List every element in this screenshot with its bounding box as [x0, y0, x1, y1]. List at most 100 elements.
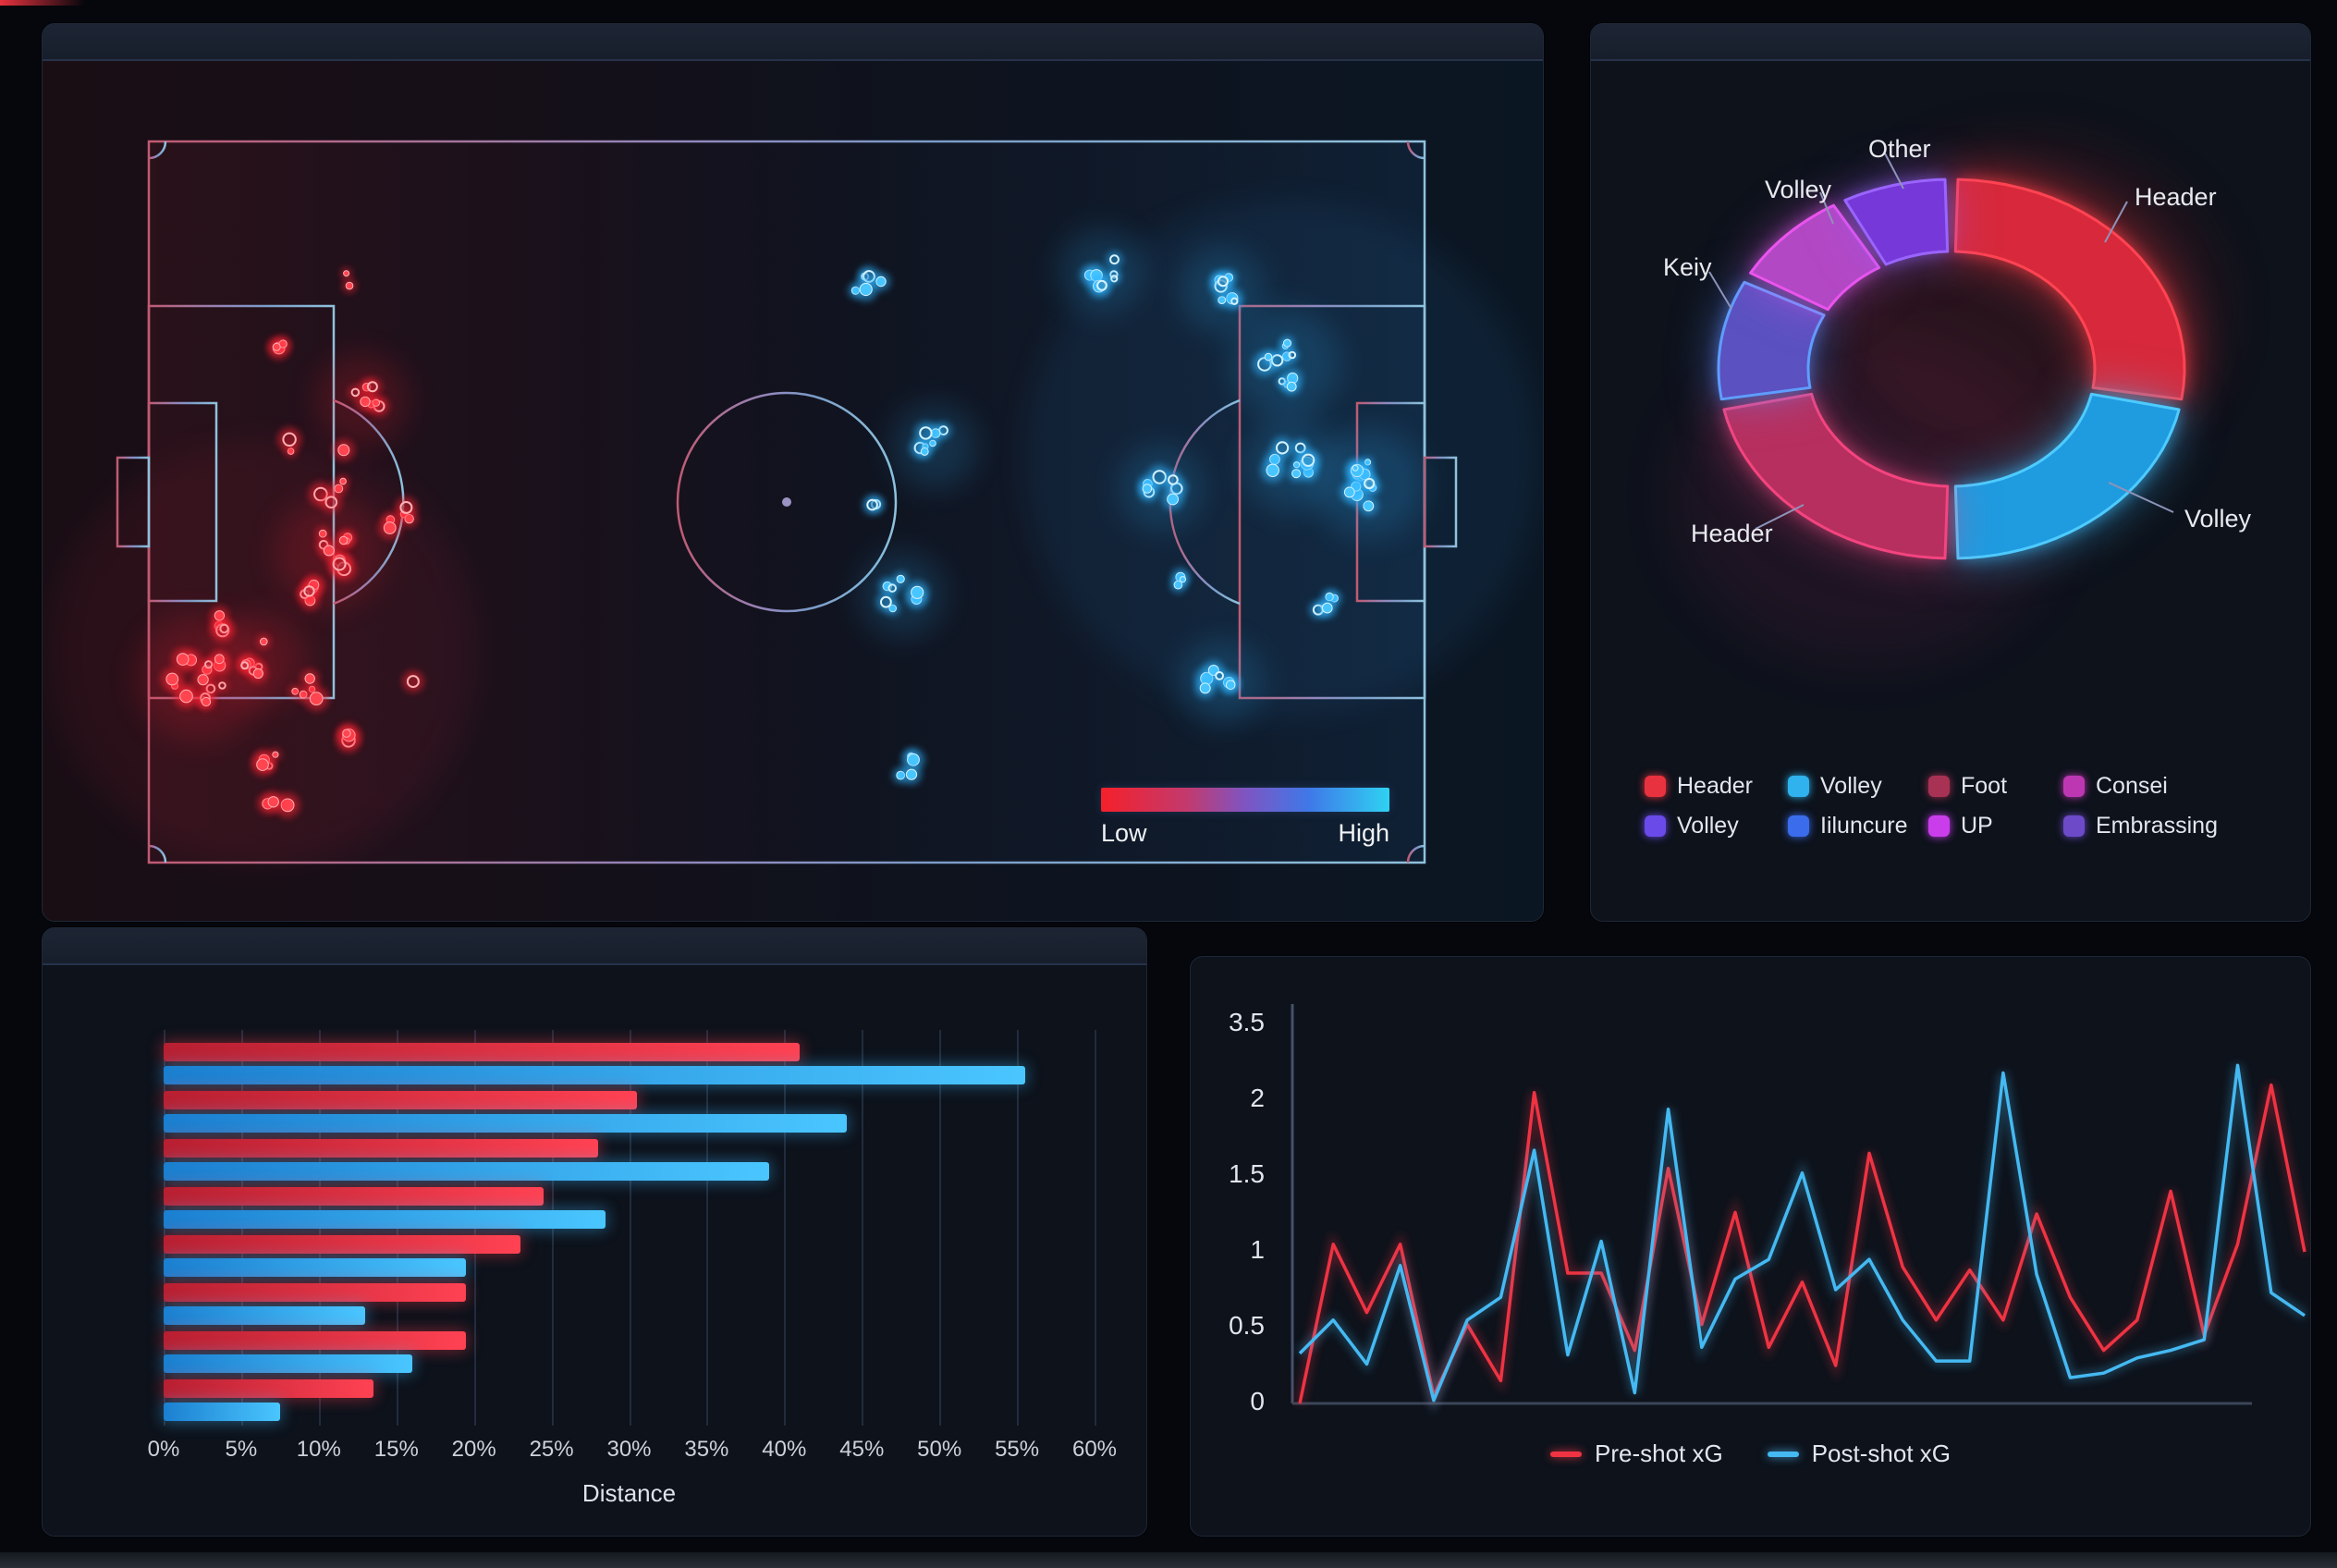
shot-dot-glow [396, 496, 417, 519]
callout-leader-lines [1708, 153, 2174, 530]
y-tick-label: 1.5 [1229, 1159, 1265, 1188]
line-legend-item[interactable]: Pre-shot xG [1550, 1439, 1723, 1468]
y-tick-label: 1 [1250, 1235, 1265, 1264]
legend-label: Foot [1961, 773, 2008, 799]
bar-blue[interactable] [164, 1354, 412, 1373]
donut-slice-other[interactable] [1843, 178, 1950, 266]
bar-red[interactable] [164, 1283, 467, 1302]
shot-dot [1343, 486, 1355, 498]
legend-label: Iiluncure [1820, 813, 1908, 839]
donut-legend-item[interactable]: Header [1645, 773, 1788, 800]
shot-dot [260, 637, 268, 646]
shot-dot [1283, 338, 1291, 348]
shot-dot-ring [1276, 441, 1290, 455]
shot-dot-glow [1108, 273, 1120, 285]
distance-bar-panel: 0% 5% 10% 15% 20% 25% 30% 35% 40% 45% 50% 55% 60% Di… [42, 927, 1147, 1537]
donut-legend-item[interactable]: Foot [1928, 773, 2063, 800]
shot-dot-ring [332, 557, 347, 571]
x-tick-label: 55% [995, 1437, 1040, 1462]
line-chart-legend: Pre-shot xG Post-shot xG [1191, 1439, 2310, 1468]
bar-red[interactable] [164, 1187, 544, 1206]
blue-cluster-glow [860, 552, 945, 637]
y-tick-label: 3.5 [1229, 1008, 1265, 1036]
shot-dot-ring [350, 387, 361, 398]
bar-red[interactable] [164, 1235, 520, 1254]
shot-dot [1179, 576, 1187, 583]
shot-dot [342, 729, 351, 738]
y-tick-label: 0.5 [1229, 1311, 1265, 1340]
x-tick-label: 45% [839, 1437, 885, 1462]
bar-blue[interactable] [164, 1403, 280, 1421]
bar-red[interactable] [164, 1331, 467, 1350]
corner-arc [1406, 141, 1425, 160]
shot-dot [1286, 381, 1297, 392]
donut-slice-volley[interactable] [1953, 392, 2181, 560]
bar-blue[interactable] [164, 1162, 769, 1181]
shot-dot [338, 535, 349, 545]
legend-swatch [1788, 776, 1809, 797]
legend-swatch [1788, 815, 1809, 837]
legend-dash [1550, 1451, 1582, 1457]
legend-swatch [2063, 815, 2085, 837]
shot-dot [252, 668, 263, 680]
center-circle [676, 391, 898, 613]
shot-dot [318, 529, 327, 538]
bar-blue[interactable] [164, 1114, 847, 1133]
bar-blue[interactable] [164, 1210, 606, 1229]
shot-dot [383, 521, 397, 534]
bar-red[interactable] [164, 1379, 373, 1398]
decorative-red-streak [0, 0, 85, 6]
shot-heat-dots [136, 228, 1425, 818]
gridline [784, 1030, 787, 1426]
line-legend-item[interactable]: Post-shot xG [1767, 1439, 1951, 1468]
legend-label: Volley [1820, 773, 1882, 799]
bar-red[interactable] [164, 1091, 637, 1109]
legend-label: Pre-shot xG [1595, 1439, 1723, 1467]
bar-red[interactable] [164, 1139, 598, 1158]
shot-dot-ring [303, 585, 315, 597]
shot-dot-glow [363, 377, 382, 396]
line-post-shot-xg[interactable] [1298, 1063, 2306, 1403]
shot-dot-ring [366, 381, 378, 393]
bar-x-axis-title: Distance [581, 1479, 677, 1507]
legend-swatch [1928, 815, 1950, 837]
shot-dot [201, 696, 212, 707]
heat-intensity-legend: Low High [1101, 788, 1389, 848]
donut-callout-label: Other [1868, 135, 1931, 163]
bar-plot-area [164, 1030, 1096, 1426]
donut-legend-item[interactable]: Volley [1645, 813, 1788, 839]
donut-legend-item[interactable]: Embrassing [2063, 813, 2292, 839]
donut-slice-volley[interactable] [1749, 203, 1881, 312]
shot-dot [1264, 352, 1273, 361]
donut-legend: Header Volley Foot Consei Volley Iiluncure UP E… [1645, 773, 2292, 839]
left-goal [116, 456, 151, 548]
shot-dot-ring [406, 675, 420, 689]
shot-dot-ring [1364, 477, 1376, 490]
shot-dot [911, 585, 924, 599]
shot-dot-glow [300, 582, 319, 601]
donut-legend-item[interactable]: Iiluncure [1788, 813, 1928, 839]
donut-slice-header[interactable] [1953, 178, 2186, 401]
shot-dot [907, 753, 920, 766]
gridline [629, 1030, 631, 1426]
bar-red[interactable] [164, 1043, 801, 1061]
donut-legend-item[interactable]: UP [1928, 813, 2063, 839]
donut-slice-keiy[interactable] [1717, 280, 1826, 401]
bar-blue[interactable] [164, 1258, 467, 1277]
pitch-panel-body: Low High [43, 61, 1543, 921]
center-spot [782, 497, 791, 507]
shot-dot [304, 673, 315, 684]
shot-dot-glow [1297, 449, 1319, 472]
shot-dot-glow [1093, 276, 1111, 295]
donut-slice-header[interactable] [1722, 392, 1950, 560]
legend-swatch [1928, 776, 1950, 797]
football-pitch-heatmap [52, 140, 1540, 865]
donut-legend-item[interactable]: Volley [1788, 773, 1928, 800]
gridline [706, 1030, 709, 1426]
shot-dot-glow [239, 659, 251, 672]
bar-blue[interactable] [164, 1066, 1025, 1084]
bar-blue[interactable] [164, 1306, 366, 1325]
shot-dot [272, 342, 281, 351]
x-tick-label: 25% [529, 1437, 574, 1462]
donut-legend-item[interactable]: Consei [2063, 773, 2292, 800]
